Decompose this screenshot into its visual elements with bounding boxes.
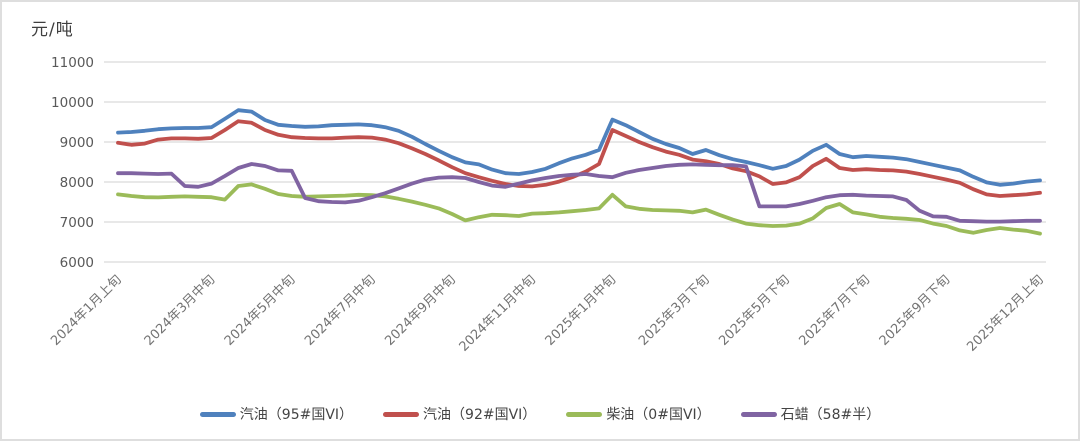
x-axis-tick-label: 2025年1月中旬: [543, 272, 620, 349]
series-line-gasoline-95: [116, 108, 1042, 187]
x-axis-tick-label: 2025年12月上旬: [964, 272, 1046, 354]
y-axis-tick-label: 11000: [51, 55, 94, 71]
legend-key-line-gasoline-92: [383, 411, 420, 417]
x-axis-tick-label: 2024年11月中旬: [457, 272, 539, 354]
legend-item-gasoline-92: 汽油（92#国VI）: [383, 404, 536, 424]
y-axis-tick-label: 7000: [60, 215, 94, 231]
y-axis-tick-label: 8000: [60, 175, 94, 191]
y-axis-unit-label: 元/吨: [31, 20, 74, 40]
series-line-paraffin-58: [116, 162, 1042, 224]
x-axis-tick-label: 2024年7月中旬: [302, 272, 379, 349]
legend-item-diesel-0: 柴油（0#国VI）: [566, 404, 711, 424]
x-axis-tick-label: 2025年9月下旬: [877, 272, 954, 349]
legend-label-gasoline-95: 汽油（95#国VI）: [239, 407, 354, 423]
y-axis-tick-label: 10000: [51, 95, 94, 111]
y-axis-tick-label: 6000: [60, 255, 94, 271]
x-axis-tick-label: 2024年9月中旬: [382, 272, 459, 349]
legend-label-paraffin-58: 石蜡（58#半）: [780, 407, 881, 423]
y-axis-tick-label: 9000: [60, 135, 94, 151]
legend-label-diesel-0: 柴油（0#国VI）: [606, 407, 711, 423]
x-axis-tick-label: 2024年1月上旬: [48, 272, 125, 349]
x-axis-tick-label: 2025年7月下旬: [797, 272, 874, 349]
series-line-diesel-0: [116, 182, 1042, 236]
legend-item-gasoline-95: 汽油（95#国VI）: [199, 404, 354, 424]
x-axis-tick-label: 2025年5月下旬: [716, 272, 793, 349]
legend-key-line-gasoline-95: [199, 411, 236, 417]
x-axis-tick-label: 2025年3月下旬: [636, 272, 713, 349]
legend-label-gasoline-92: 汽油（92#国VI）: [423, 407, 537, 423]
legend-key-line-diesel-0: [566, 411, 603, 417]
chart-legend: 汽油（95#国VI） 汽油（92#国VI） 柴油（0#国VI） 石蜡（58#半）: [0, 401, 1080, 427]
x-axis-tick-label: 2024年5月中旬: [222, 272, 299, 349]
legend-item-paraffin-58: 石蜡（58#半）: [740, 404, 881, 424]
x-axis-tick-label: 2024年3月中旬: [142, 272, 219, 349]
legend-key-line-paraffin-58: [740, 411, 777, 417]
